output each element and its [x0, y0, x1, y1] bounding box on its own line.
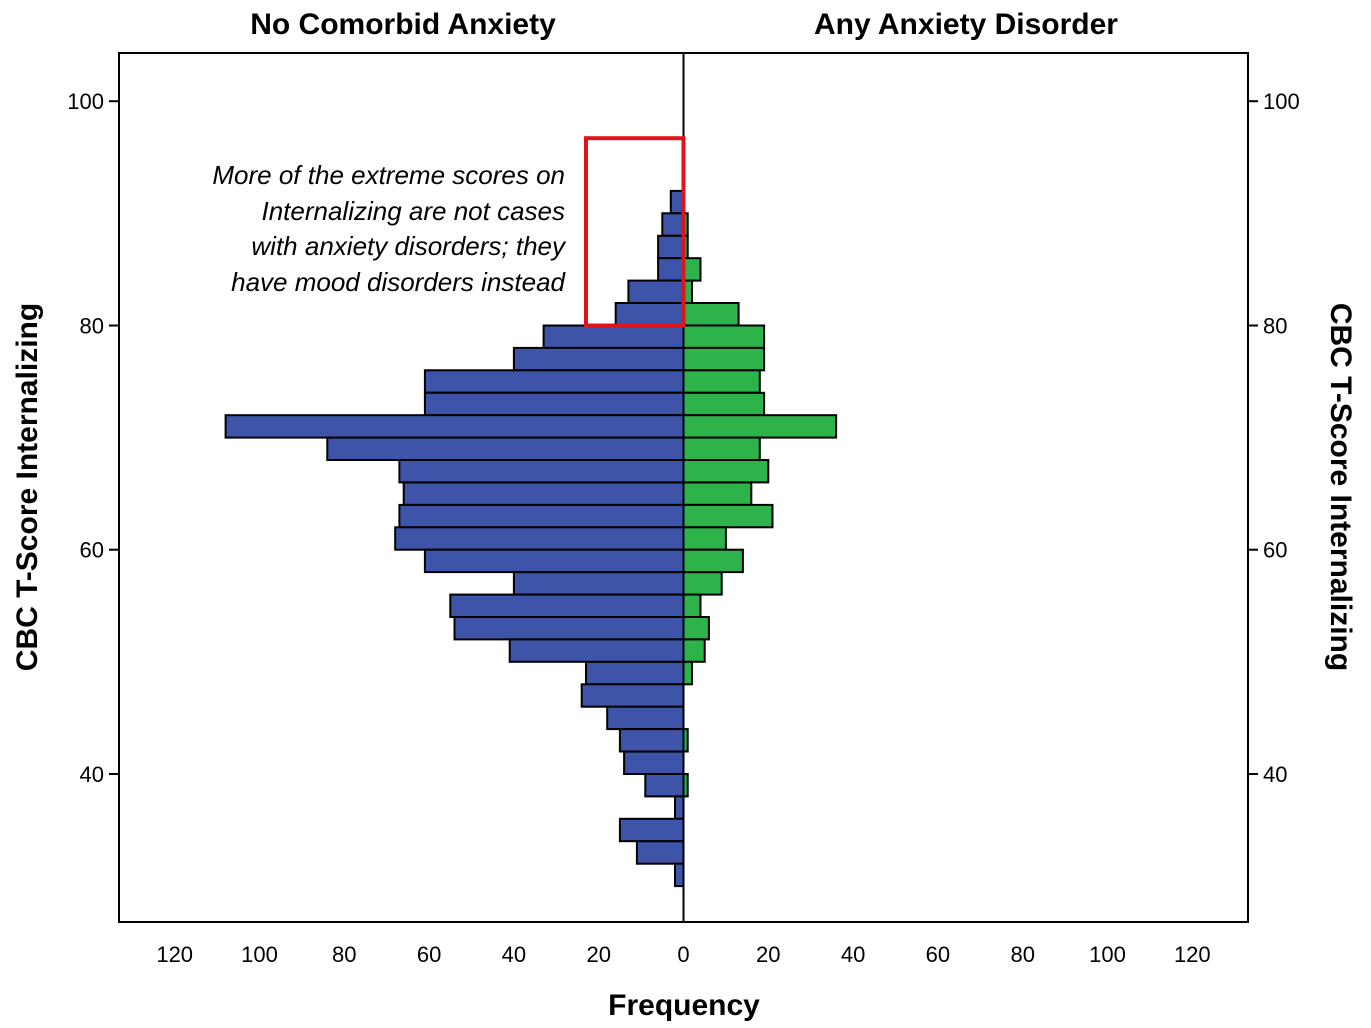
bar-left-58: [423, 548, 685, 574]
annotation-line-3: with anxiety disorders; they: [251, 231, 567, 261]
bar-right-48: [682, 660, 693, 686]
y-tick-left-100: 100: [67, 89, 104, 114]
annotation-text: More of the extreme scores on Internaliz…: [212, 160, 567, 297]
x-tick-left-20: 20: [586, 942, 610, 967]
bar-left-68: [326, 436, 685, 462]
y-tick-left-40: 40: [80, 762, 104, 787]
x-axis-title: Frequency: [608, 989, 760, 1022]
annotation-line-1: More of the extreme scores on: [212, 160, 565, 190]
bar-right-78: [682, 324, 766, 349]
bar-left-38: [644, 773, 685, 798]
bar-left-70: [224, 414, 685, 439]
bar-right-60: [682, 526, 727, 551]
x-tick-right-80: 80: [1010, 942, 1034, 967]
y-tick-right-80: 80: [1263, 314, 1287, 339]
bar-right-68: [682, 436, 761, 462]
bar-left-42: [618, 728, 685, 753]
annotation-line-4: have mood disorders instead: [231, 267, 566, 297]
bar-left-56: [512, 571, 685, 596]
x-tick-left-0: 0: [677, 942, 689, 967]
bar-left-48: [585, 660, 685, 686]
bar-left-62: [398, 503, 685, 529]
x-tick-right-120: 120: [1174, 942, 1211, 967]
bar-left-82: [627, 279, 685, 305]
x-tick-left-60: 60: [417, 942, 441, 967]
bar-right-64: [682, 481, 753, 506]
bar-right-56: [682, 571, 723, 596]
y-axis-ticks-left: 100 80 60 40: [67, 89, 119, 787]
x-tick-right-100: 100: [1089, 942, 1126, 967]
bar-left-84: [657, 257, 685, 282]
x-axis-ticks: 120 100 80 60 40 20 0 20 40 60 80 100 120: [156, 942, 1210, 967]
highlight-box: [584, 136, 686, 328]
y-tick-left-80: 80: [80, 314, 104, 339]
bar-left-64: [402, 481, 685, 506]
bar-right-62: [682, 503, 774, 529]
bar-right-70: [682, 414, 838, 439]
y-axis-title-left: CBC T-Score Internalizing: [11, 303, 44, 671]
x-tick-right-60: 60: [926, 942, 950, 967]
x-tick-right-20: 20: [756, 942, 780, 967]
bar-left-54: [449, 593, 685, 618]
bar-right-66: [682, 459, 770, 484]
bars-right-series: [682, 212, 838, 798]
y-axis-title-right: CBC T-Score Internalizing: [1324, 303, 1357, 671]
panel-title-right: Any Anxiety Disorder: [814, 8, 1118, 41]
x-tick-left-120: 120: [156, 942, 193, 967]
bar-left-52: [453, 616, 685, 641]
bar-right-84: [682, 257, 702, 282]
bar-left-36: [674, 795, 685, 820]
x-tick-left-100: 100: [241, 942, 278, 967]
bar-right-58: [682, 548, 744, 574]
bar-right-50: [682, 638, 706, 663]
x-tick-right-40: 40: [841, 942, 865, 967]
y-tick-left-60: 60: [80, 538, 104, 563]
bar-left-40: [623, 750, 685, 775]
y-tick-right-40: 40: [1263, 762, 1287, 787]
bar-left-72: [423, 391, 685, 417]
bar-left-32: [635, 840, 685, 865]
bar-left-78: [542, 324, 685, 349]
bar-left-46: [580, 683, 685, 708]
bar-left-50: [508, 638, 685, 663]
annotation-line-2: Internalizing are not cases: [261, 196, 565, 226]
bar-left-34: [618, 817, 685, 843]
y-tick-right-60: 60: [1263, 538, 1287, 563]
bar-right-54: [682, 593, 702, 618]
x-tick-left-80: 80: [332, 942, 356, 967]
bar-left-76: [512, 346, 685, 372]
bar-right-80: [682, 302, 740, 327]
bar-left-88: [661, 212, 685, 237]
bars-left-series: [224, 189, 685, 888]
y-axis-ticks-right: 100 80 60 40: [1248, 89, 1300, 787]
bar-right-52: [682, 616, 710, 641]
bar-left-30: [674, 862, 685, 888]
bar-left-44: [606, 705, 685, 731]
bar-left-86: [657, 234, 685, 260]
bar-left-74: [423, 369, 685, 394]
bar-left-80: [614, 302, 685, 327]
bar-right-74: [682, 369, 761, 394]
bar-right-72: [682, 391, 766, 417]
y-tick-right-100: 100: [1263, 89, 1300, 114]
bar-left-60: [394, 526, 685, 551]
panel-title-left: No Comorbid Anxiety: [250, 8, 556, 41]
x-tick-left-40: 40: [502, 942, 526, 967]
bar-left-66: [398, 459, 685, 484]
bar-right-76: [682, 346, 766, 372]
